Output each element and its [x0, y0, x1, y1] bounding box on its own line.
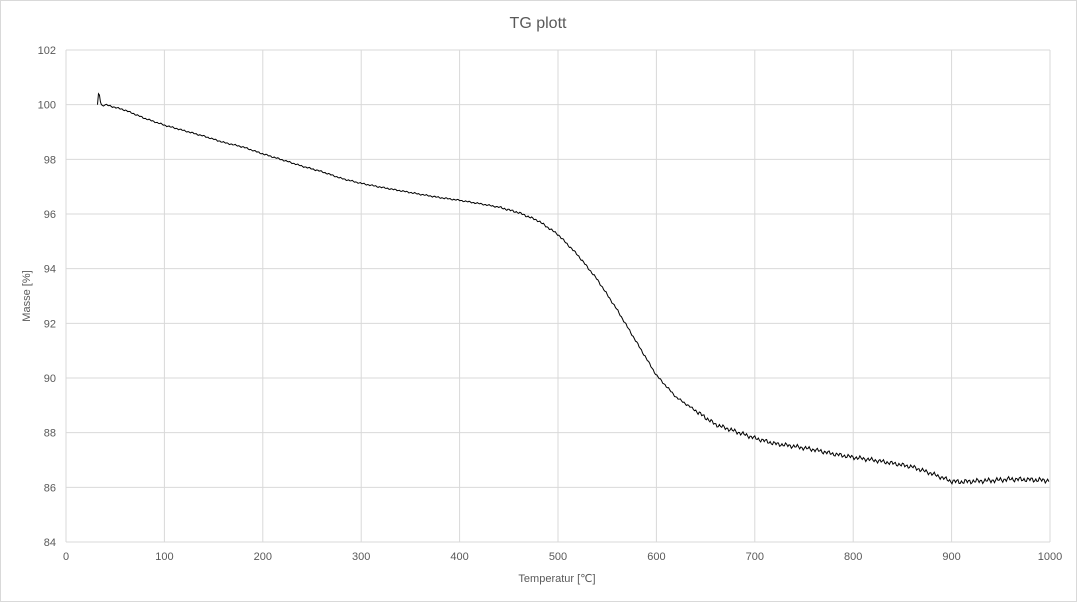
x-tick-label: 700 — [746, 551, 764, 563]
x-tick-labels: 0 100 200 300 400 500 600 700 800 900 1000 — [63, 551, 1062, 563]
y-tick-label: 84 — [44, 537, 56, 549]
x-tick-label: 1000 — [1038, 551, 1062, 563]
y-tick-label: 98 — [44, 154, 56, 166]
y-tick-label: 100 — [38, 100, 56, 112]
x-tick-label: 600 — [647, 551, 665, 563]
x-axis-label: Temperatur [℃] — [518, 573, 595, 585]
x-tick-label: 500 — [549, 551, 567, 563]
series-line — [96, 92, 1050, 485]
x-tick-label: 800 — [844, 551, 862, 563]
y-tick-labels: 84 86 88 90 92 94 96 98 100 102 — [38, 45, 56, 549]
y-tick-label: 94 — [44, 264, 56, 276]
x-tick-label: 0 — [63, 551, 69, 563]
grid-lines — [65, 49, 1051, 543]
y-tick-label: 102 — [38, 45, 56, 57]
y-axis-label: Masse [%] — [21, 270, 33, 321]
x-tick-label: 900 — [942, 551, 960, 563]
y-tick-label: 96 — [44, 209, 56, 221]
x-tick-label: 300 — [352, 551, 370, 563]
y-tick-label: 90 — [44, 373, 56, 385]
y-tick-label: 88 — [44, 428, 56, 440]
x-tick-label: 100 — [155, 551, 173, 563]
chart-title: TG plott — [510, 15, 567, 32]
x-tick-label: 400 — [450, 551, 468, 563]
y-tick-label: 86 — [44, 482, 56, 494]
x-tick-label: 200 — [254, 551, 272, 563]
y-tick-label: 92 — [44, 318, 56, 330]
